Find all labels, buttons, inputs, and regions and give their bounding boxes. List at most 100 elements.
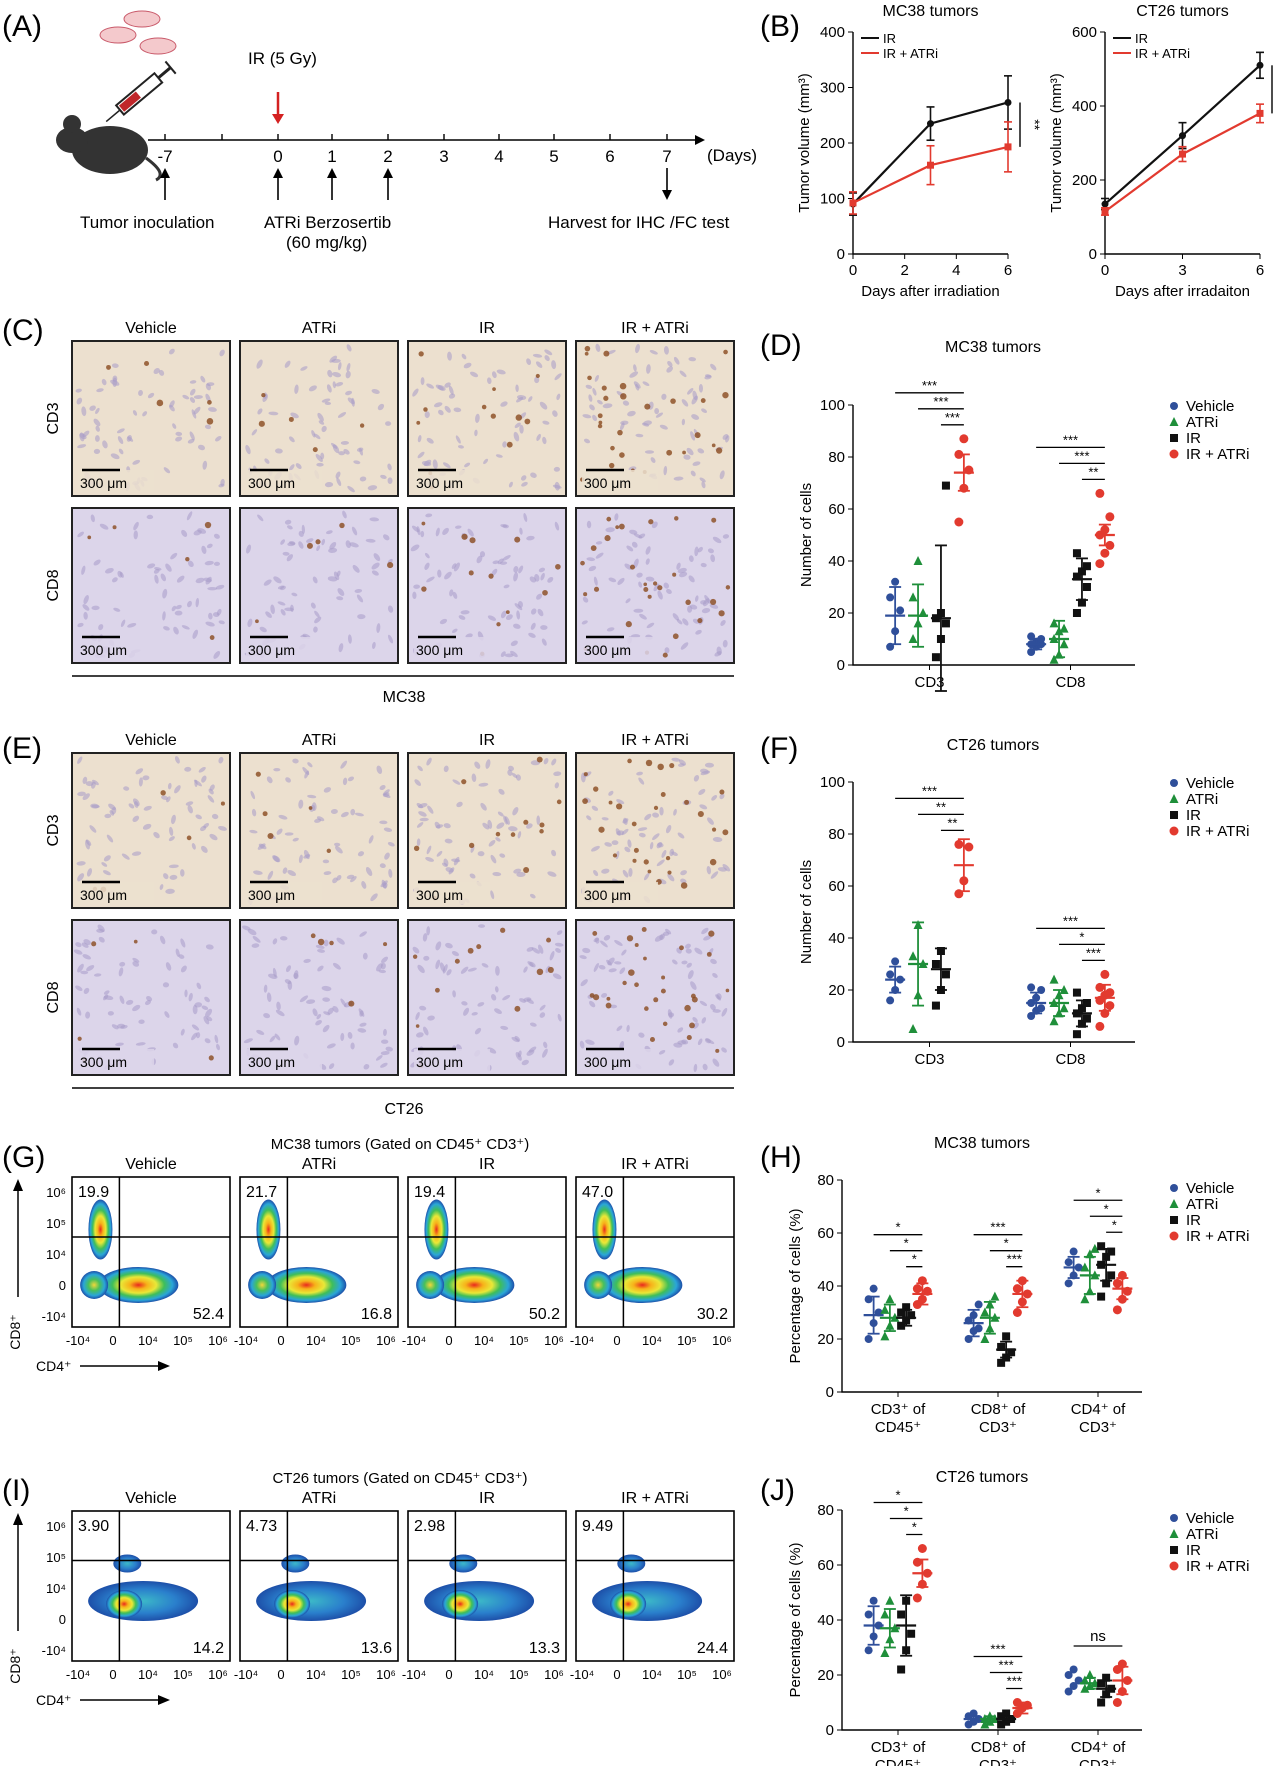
positive-cell [267, 832, 274, 840]
nucleus [387, 477, 393, 485]
nucleus [94, 435, 100, 442]
nucleus [653, 583, 660, 592]
nucleus [671, 851, 678, 856]
nucleus [592, 414, 598, 422]
y-tick-label: 0 [826, 1722, 834, 1739]
nucleus [657, 590, 663, 600]
marker-ir [931, 1001, 940, 1010]
nucleus [286, 554, 294, 562]
nucleus [279, 936, 288, 941]
nucleus [442, 527, 449, 536]
petri-dish-icon [99, 10, 177, 55]
nucleus [499, 561, 508, 565]
nucleus [121, 853, 130, 860]
nucleus [710, 1003, 716, 1011]
marker-atri [1059, 1003, 1069, 1013]
nucleus [326, 530, 333, 535]
marker-vehicle [1170, 1184, 1178, 1192]
positive-cell [711, 443, 716, 448]
nucleus [532, 353, 543, 358]
nucleus [712, 837, 723, 842]
marker-ir [1097, 1679, 1106, 1688]
positive-cell [505, 610, 510, 614]
marker-atri [980, 1307, 990, 1317]
nucleus [259, 626, 267, 633]
nucleus [92, 779, 99, 786]
nucleus [174, 610, 183, 616]
nucleus [692, 390, 698, 401]
nucleus [383, 534, 390, 541]
nucleus [469, 371, 479, 378]
nucleus [79, 433, 87, 440]
nucleus [500, 651, 506, 658]
x-axis-label: Days after irradaiton [1115, 283, 1250, 300]
y-tick-label: 80 [828, 449, 845, 466]
positive-cell [685, 599, 691, 605]
nucleus [93, 418, 101, 427]
positive-cell [686, 1034, 692, 1041]
nucleus [318, 420, 325, 425]
row-label: CD3 [45, 402, 62, 434]
x-tick-label: 10⁶ [712, 1667, 732, 1682]
marker-ir [897, 1665, 906, 1674]
nucleus [192, 629, 199, 639]
y-tick-label: 200 [1072, 172, 1097, 189]
nucleus [329, 541, 337, 550]
nucleus [668, 1059, 675, 1066]
marker-atri [880, 1331, 890, 1341]
nucleus [218, 825, 227, 831]
scale-bar-backdrop [414, 882, 490, 904]
nucleus [335, 471, 341, 479]
nucleus [187, 438, 195, 444]
nucleus [542, 1048, 548, 1058]
positive-cell [603, 395, 609, 401]
positive-cell [339, 522, 345, 529]
nucleus [195, 597, 200, 608]
marker-vehicle [886, 970, 895, 979]
nucleus [677, 1040, 687, 1045]
significance-label: *** [999, 1658, 1014, 1673]
nucleus [107, 1011, 114, 1016]
scale-bar-label: 300 μm [584, 1054, 631, 1070]
marker-atri [1049, 618, 1059, 628]
nucleus [710, 958, 717, 965]
nucleus [196, 982, 202, 990]
legend-label: IR + ATRi [883, 46, 938, 61]
nucleus [424, 552, 430, 559]
nucleus [424, 411, 430, 419]
nucleus [461, 353, 467, 360]
positive-cell [308, 806, 313, 810]
nucleus [338, 643, 344, 653]
nucleus [701, 927, 709, 935]
positive-cell [112, 525, 117, 530]
marker-vehicle [1069, 1247, 1078, 1256]
marker-atri [1080, 1294, 1090, 1304]
nucleus [317, 965, 324, 972]
marker-ir [1097, 1292, 1106, 1301]
double-negative-population [584, 1271, 613, 1299]
nucleus [290, 604, 294, 612]
nucleus [314, 610, 320, 618]
legend-label: IR [1186, 807, 1201, 824]
nucleus [482, 822, 490, 830]
marker-atri [885, 1294, 895, 1304]
nucleus [439, 962, 445, 972]
nucleus [132, 1004, 141, 1012]
day-label-6: 6 [605, 147, 614, 166]
nucleus [530, 472, 537, 478]
positive-cell [643, 582, 648, 587]
positive-cell [359, 423, 365, 428]
nucleus [656, 859, 665, 867]
marker-ir [1072, 609, 1081, 617]
x-tick-label: 10⁴ [306, 1667, 326, 1682]
positive-cell [387, 561, 394, 569]
nucleus [707, 817, 714, 825]
nucleus [621, 828, 629, 836]
positive-cell [206, 418, 214, 425]
nucleus [206, 382, 215, 387]
cohort-label: MC38 [383, 689, 426, 706]
legend-label: Vehicle [1186, 775, 1234, 792]
nucleus [298, 541, 304, 549]
double-negative-population [106, 1590, 143, 1618]
